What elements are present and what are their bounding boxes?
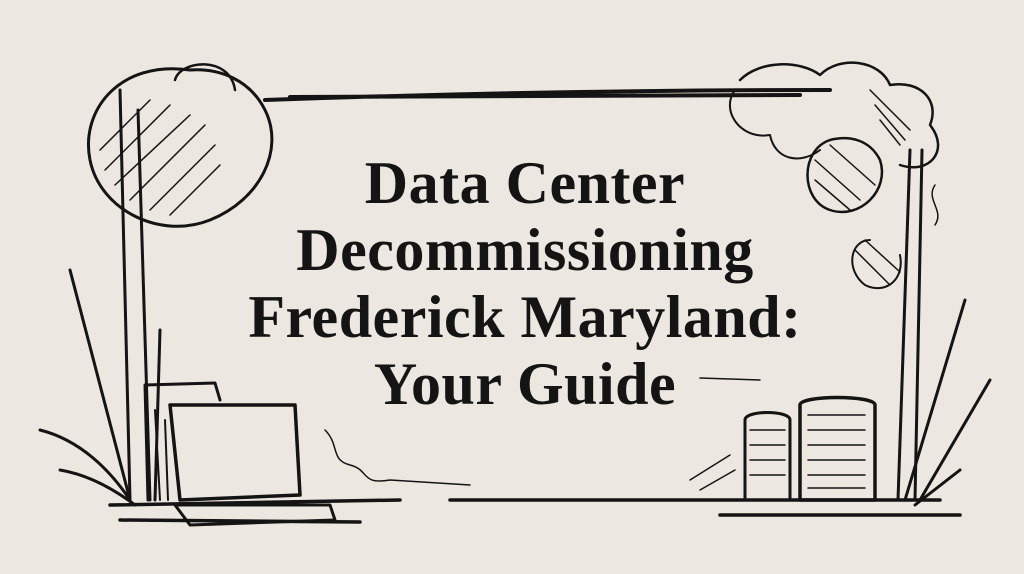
ground-line (108, 498, 962, 524)
title-line-2: Decommissioning (296, 217, 754, 283)
page-title: Data Center Decommissioning Frederick Ma… (200, 150, 850, 418)
right-pole (896, 148, 924, 502)
sun-circle-icon (87, 63, 274, 228)
small-arc (699, 377, 761, 381)
server-stack-icon (689, 395, 877, 502)
laptop-icon (143, 381, 337, 527)
squiggle (324, 429, 471, 486)
grass-icon (38, 268, 162, 507)
top-brush-stroke (263, 88, 832, 102)
title-line-3: Frederick Maryland: (248, 284, 802, 350)
left-pole (118, 88, 152, 502)
title-line-1: Data Center (364, 150, 686, 216)
grass-icon (903, 298, 992, 507)
cloud-icon (729, 61, 940, 290)
title-line-4: Your Guide (373, 351, 677, 417)
